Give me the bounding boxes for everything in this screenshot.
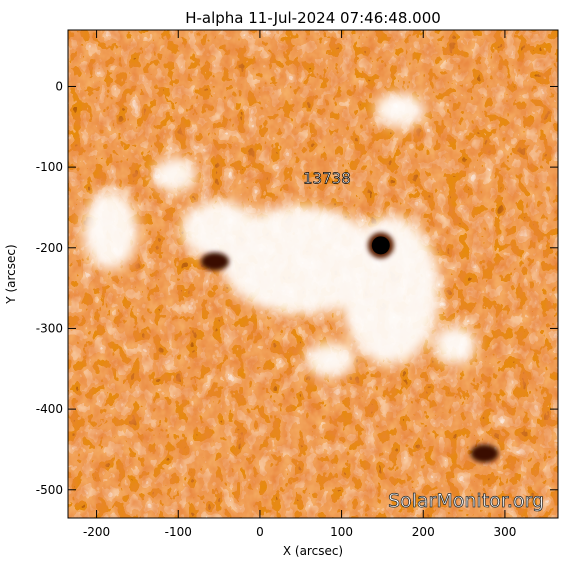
dark-feature [470, 444, 499, 463]
x-tick-label: -100 [165, 525, 192, 539]
region-label: 13738 [303, 169, 351, 187]
y-tick-label: -100 [36, 160, 63, 174]
x-tick-label: 0 [256, 525, 264, 539]
watermark: SolarMonitor.org [388, 490, 544, 512]
y-tick-label: 0 [55, 79, 63, 93]
x-tick-label: -200 [83, 525, 110, 539]
x-axis-label: X (arcsec) [283, 544, 343, 558]
chart-title: H-alpha 11-Jul-2024 07:46:48.000 [185, 9, 441, 27]
dark-features [201, 232, 499, 463]
x-tick-label: 100 [330, 525, 353, 539]
plot-frame [67, 29, 559, 519]
dark-feature [201, 252, 229, 271]
y-tick-label: -400 [36, 402, 63, 416]
x-tick-label: 200 [412, 525, 435, 539]
y-tick-label: -300 [36, 321, 63, 335]
y-axis: 0 -100 -200 -300 -400 -500 [36, 79, 558, 497]
image-area [68, 30, 558, 518]
x-axis: -200 -100 0 100 200 300 [83, 30, 516, 539]
x-tick-label: 300 [493, 525, 516, 539]
sunspot-umbra [371, 236, 390, 255]
y-tick-label: -200 [36, 241, 63, 255]
y-axis-label: Y (arcsec) [4, 244, 18, 304]
y-tick-label: -500 [36, 483, 63, 497]
annotations: 13738 [303, 169, 351, 188]
bright-plage-regions [82, 92, 477, 378]
